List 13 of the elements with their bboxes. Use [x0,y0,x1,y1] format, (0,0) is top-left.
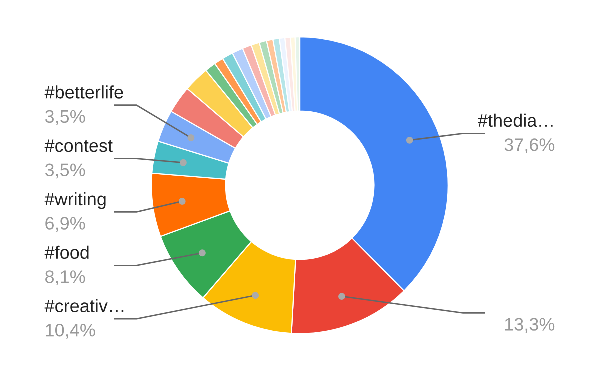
data-label: 3,5% [45,164,86,179]
slice-label: #writing [44,192,106,210]
data-label: 10,4% [46,324,96,339]
slice-label: #contest [44,140,113,152]
slice-label: #food [44,246,89,260]
slice-label: #thedia… [478,114,553,128]
data-label: 13,3% [505,318,555,334]
data-label: 37,6% [504,138,555,154]
data-label: 8,1% [46,270,86,286]
data-label: 6,9% [46,217,86,232]
slice-label: #betterlife [44,86,124,99]
data-label: 3,5% [45,110,86,126]
slice-label: #creativ… [44,299,124,313]
